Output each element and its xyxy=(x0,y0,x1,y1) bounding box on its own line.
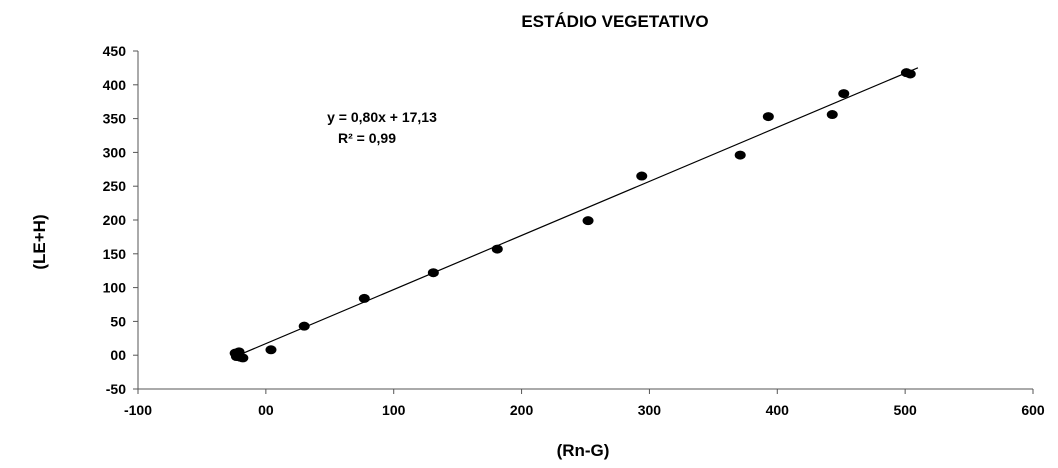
data-point xyxy=(491,244,503,254)
trendline-equation: y = 0,80x + 17,13 xyxy=(327,109,437,125)
y-tick-label: 450 xyxy=(103,43,127,59)
data-point xyxy=(582,216,594,226)
data-point xyxy=(233,347,245,357)
y-tick-label: 100 xyxy=(103,280,127,296)
x-tick-label: 200 xyxy=(510,402,534,418)
data-point xyxy=(636,171,648,181)
x-tick-label: 300 xyxy=(638,402,662,418)
x-tick-label: 600 xyxy=(1021,402,1045,418)
y-tick-label: -50 xyxy=(106,381,126,397)
data-point xyxy=(826,110,838,120)
x-tick-label: 100 xyxy=(382,402,406,418)
y-tick-label: 200 xyxy=(103,212,127,228)
data-point xyxy=(298,321,310,331)
x-tick-label: -100 xyxy=(124,402,152,418)
y-tick-label: 50 xyxy=(110,313,126,329)
x-tick-label: 00 xyxy=(258,402,274,418)
y-tick-label: 400 xyxy=(103,77,127,93)
y-tick-label: 300 xyxy=(103,144,127,160)
y-tick-label: 250 xyxy=(103,178,127,194)
axes: -50 00 50 100 150 200 250 300 350 400 450 -100 00 100… xyxy=(103,43,1045,418)
trendline-group xyxy=(240,67,919,355)
x-tick-label: 500 xyxy=(893,402,917,418)
data-point xyxy=(904,69,916,79)
data-point xyxy=(734,150,746,160)
r-squared-label: R² = 0,99 xyxy=(338,130,396,146)
y-tick-label: 150 xyxy=(103,246,127,262)
data-point xyxy=(838,89,850,99)
data-points xyxy=(229,68,916,363)
data-point xyxy=(265,345,277,355)
data-point xyxy=(358,293,370,303)
x-axis-title: (Rn-G) xyxy=(557,441,610,460)
y-axis-title: (LE+H) xyxy=(30,214,49,269)
y-tick-label: 350 xyxy=(103,111,127,127)
chart-title: ESTÁDIO VEGETATIVO xyxy=(521,12,708,31)
trendline xyxy=(240,67,919,355)
data-point xyxy=(762,112,774,122)
y-tick-label: 00 xyxy=(110,347,126,363)
data-point xyxy=(427,268,439,278)
x-tick-label: 400 xyxy=(766,402,790,418)
